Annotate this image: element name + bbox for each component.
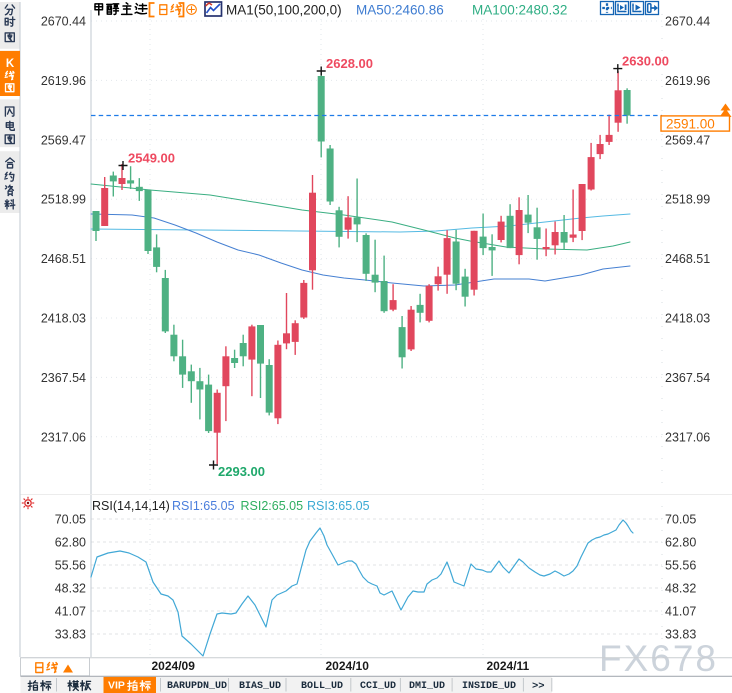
svg-text:2518.99: 2518.99: [665, 193, 710, 207]
svg-text:2024/10: 2024/10: [326, 659, 370, 673]
svg-text:2619.96: 2619.96: [41, 74, 86, 88]
svg-text:MA1(50,100,200,0): MA1(50,100,200,0): [226, 3, 342, 18]
svg-text:2569.47: 2569.47: [665, 133, 710, 147]
svg-text:INSIDE_UD: INSIDE_UD: [462, 681, 516, 692]
svg-text:48.32: 48.32: [665, 582, 696, 596]
svg-text:RSI2:65.05: RSI2:65.05: [241, 499, 304, 513]
svg-text:2317.06: 2317.06: [41, 430, 86, 444]
svg-text:2317.06: 2317.06: [665, 430, 710, 444]
svg-text:33.83: 33.83: [665, 628, 696, 642]
svg-text:55.56: 55.56: [55, 559, 86, 573]
svg-text:2367.54: 2367.54: [41, 371, 86, 385]
svg-text:2293.00: 2293.00: [218, 464, 265, 479]
svg-text:2630.00: 2630.00: [622, 54, 669, 69]
svg-text:2367.54: 2367.54: [665, 371, 710, 385]
svg-text:2418.03: 2418.03: [665, 312, 710, 326]
svg-text:BARUPDN_UD: BARUPDN_UD: [167, 681, 227, 692]
svg-text:2569.47: 2569.47: [41, 133, 86, 147]
svg-text:RSI(14,14,14): RSI(14,14,14): [92, 499, 170, 513]
svg-text:55.56: 55.56: [665, 559, 696, 573]
svg-text:70.05: 70.05: [55, 513, 86, 527]
svg-text:2591.00: 2591.00: [666, 116, 715, 131]
svg-text:70.05: 70.05: [665, 513, 696, 527]
svg-text:FX678: FX678: [599, 638, 718, 679]
svg-text:2518.99: 2518.99: [41, 193, 86, 207]
svg-text:2024/11: 2024/11: [487, 659, 530, 673]
svg-text:K: K: [6, 58, 15, 70]
svg-text:2024/09: 2024/09: [152, 659, 196, 673]
svg-text:41.07: 41.07: [665, 605, 696, 619]
svg-text:RSI1:65.05: RSI1:65.05: [172, 499, 235, 513]
svg-text:VIP: VIP: [108, 680, 125, 692]
svg-text:2468.51: 2468.51: [665, 252, 710, 266]
svg-text:33.83: 33.83: [55, 628, 86, 642]
svg-text:2418.03: 2418.03: [41, 312, 86, 326]
svg-text:2670.44: 2670.44: [665, 15, 710, 29]
svg-text:41.07: 41.07: [55, 605, 86, 619]
svg-text:2619.96: 2619.96: [665, 74, 710, 88]
svg-text:2468.51: 2468.51: [41, 252, 86, 266]
svg-text:CCI_UD: CCI_UD: [360, 681, 396, 692]
svg-text:2549.00: 2549.00: [128, 151, 175, 166]
svg-text:48.32: 48.32: [55, 582, 86, 596]
svg-text:62.80: 62.80: [665, 536, 696, 550]
svg-text:62.80: 62.80: [55, 536, 86, 550]
svg-text:RSI3:65.05: RSI3:65.05: [307, 499, 370, 513]
svg-text:DMI_UD: DMI_UD: [409, 681, 445, 692]
svg-text:>>: >>: [532, 681, 545, 693]
svg-text:MA50:2460.86: MA50:2460.86: [356, 3, 444, 18]
svg-text:2670.44: 2670.44: [41, 15, 86, 29]
svg-text:BIAS_UD: BIAS_UD: [239, 681, 281, 692]
svg-text:MA100:2480.32: MA100:2480.32: [472, 3, 567, 18]
svg-text:BOLL_UD: BOLL_UD: [301, 681, 343, 692]
svg-text:2628.00: 2628.00: [326, 56, 373, 71]
